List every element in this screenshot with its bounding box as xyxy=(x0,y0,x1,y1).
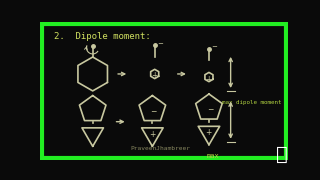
Text: $+$: $+$ xyxy=(151,71,158,80)
Text: $+$: $+$ xyxy=(205,127,213,138)
Text: $+$: $+$ xyxy=(148,129,156,139)
Text: max: max xyxy=(206,152,219,159)
Text: 👤: 👤 xyxy=(276,145,287,164)
Text: $-$: $-$ xyxy=(211,42,219,48)
Text: max dipole moment: max dipole moment xyxy=(222,100,282,105)
Text: $+$: $+$ xyxy=(205,74,213,84)
Text: $-$: $-$ xyxy=(157,39,164,45)
Text: 2.  Dipole moment:: 2. Dipole moment: xyxy=(54,32,151,41)
Text: PraveenJhambreer: PraveenJhambreer xyxy=(130,146,190,151)
Text: $-$: $-$ xyxy=(150,105,158,114)
Text: $-$: $-$ xyxy=(207,103,214,112)
